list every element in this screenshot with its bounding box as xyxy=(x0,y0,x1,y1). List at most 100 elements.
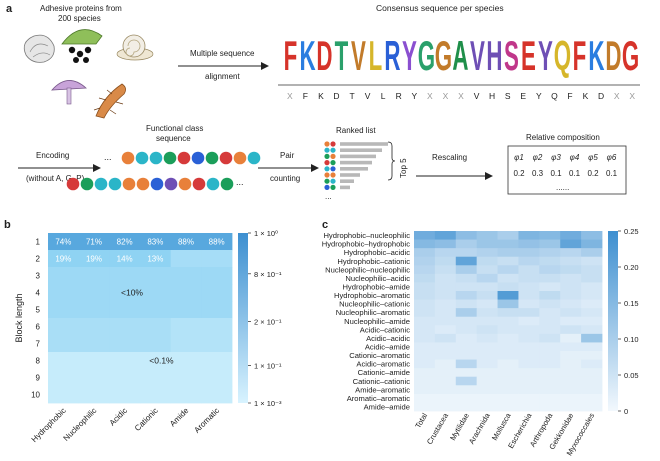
heatmap-cell xyxy=(434,248,457,258)
heatmap-cell xyxy=(140,369,172,387)
heatmap-cell xyxy=(476,342,498,352)
heatmap-cell xyxy=(497,368,519,378)
heatmap-cell xyxy=(581,291,603,300)
y-tick-label: 1 xyxy=(36,238,41,247)
heatmap-cell xyxy=(518,342,540,352)
heatmap-cell xyxy=(455,402,478,412)
heatmap-cell xyxy=(539,325,561,335)
heatmap-cell xyxy=(518,316,540,326)
heatmap-cell xyxy=(455,291,478,300)
heatmap-cell xyxy=(78,233,110,251)
heatmap-cell xyxy=(414,342,436,352)
colorbar-tick-label: 1 × 10⁰ xyxy=(254,229,278,238)
phi-label: φ4 xyxy=(570,153,580,162)
heatmap-cell xyxy=(455,265,478,275)
heatmap-cell xyxy=(109,233,141,251)
heatmap-cell xyxy=(476,368,498,378)
heatmap-cell xyxy=(560,342,582,352)
phi-value: 0.1 xyxy=(606,169,618,178)
heatmap-cell xyxy=(201,267,233,285)
heatmap-cell xyxy=(518,231,540,240)
heatmap-cell xyxy=(48,267,80,285)
sequence-ellipsis-row2: ... xyxy=(236,177,244,187)
cell-percent-label: 19% xyxy=(55,255,71,264)
heatmap-cell xyxy=(518,325,540,335)
heatmap-cell xyxy=(414,256,436,266)
phi-value: 0.1 xyxy=(569,169,581,178)
y-tick-label: 2 xyxy=(36,255,41,264)
heatmap-cell xyxy=(109,352,141,370)
heatmap-cell xyxy=(560,282,582,292)
consensus-residue: X xyxy=(629,91,635,101)
heatmap-cell xyxy=(476,291,498,300)
heatmap-cell xyxy=(476,248,498,258)
ranked-dot xyxy=(324,184,330,190)
logo-letter: D xyxy=(316,34,332,80)
heatmap-cell xyxy=(476,299,498,309)
ranked-dot xyxy=(330,153,336,159)
logo-letter: G xyxy=(418,34,435,80)
phi-value: 0.2 xyxy=(587,169,599,178)
y-tick-label: 9 xyxy=(36,374,41,383)
heatmap-cell xyxy=(497,239,519,249)
ranked-dot xyxy=(330,172,336,178)
heatmap-cell xyxy=(414,325,436,335)
heatmap-cell xyxy=(109,369,141,387)
heatmap-cell xyxy=(170,335,202,353)
heatmap-cell xyxy=(434,316,457,326)
pair-label-line1: Pair xyxy=(280,151,295,160)
heatmap-cell xyxy=(539,248,561,258)
logo-letter: F xyxy=(284,34,298,80)
heatmap-cell xyxy=(476,333,498,343)
heatmap-cell xyxy=(140,386,172,404)
heatmap-cell xyxy=(109,386,141,404)
heatmap-cell xyxy=(476,376,498,386)
class-dot xyxy=(150,177,164,191)
heatmap-cell xyxy=(140,318,172,336)
heatmap-cell xyxy=(48,318,80,336)
heatmap-cell xyxy=(581,265,603,275)
cell-percent-label: 82% xyxy=(117,238,133,247)
heatmap-cell xyxy=(434,359,457,369)
y-tick-label: Nucleophilic–amide xyxy=(344,317,410,326)
logo-letter: G xyxy=(622,34,639,80)
functional-class-row1 xyxy=(121,151,261,165)
logo-letter: V xyxy=(351,34,366,80)
y-tick-label: Nucleophilic–nucleophilic xyxy=(325,265,410,274)
heatmap-cell xyxy=(455,393,478,403)
heatmap-cell xyxy=(497,282,519,292)
class-dot xyxy=(205,151,219,165)
phi-label: φ3 xyxy=(551,153,561,162)
alignment-label-line1: Multiple sequence xyxy=(190,49,255,58)
ranked-dot xyxy=(330,160,336,166)
heatmap-cell xyxy=(560,359,582,369)
heatmap-cell xyxy=(109,250,141,268)
heatmap-cell xyxy=(560,299,582,309)
heatmap-cell xyxy=(170,369,202,387)
colorbar-tick-label: 1 × 10⁻³ xyxy=(254,399,282,408)
consensus-residue: D xyxy=(598,91,604,101)
ranked-bar xyxy=(340,142,388,146)
heatmap-cell xyxy=(518,376,540,386)
x-tick-label: Hydrophobic xyxy=(30,406,68,444)
y-tick-label: Amide–amide xyxy=(364,403,410,412)
heatmap-cell xyxy=(78,369,110,387)
heatmap-cell xyxy=(455,308,478,318)
heatmap-cell xyxy=(581,385,603,395)
x-tick-label: Total xyxy=(413,411,429,430)
ranked-bar xyxy=(340,179,354,183)
heatmap-cell xyxy=(434,402,457,412)
class-dot xyxy=(178,177,192,191)
class-dot xyxy=(149,151,163,165)
y-tick-label: Acidic–cationic xyxy=(360,325,410,334)
logo-letter: Y xyxy=(402,34,417,80)
heatmap-cell xyxy=(518,368,540,378)
class-dot xyxy=(122,177,136,191)
heatmap-cell xyxy=(539,256,561,266)
y-tick-label: Amide–aromatic xyxy=(355,385,410,394)
heatmap-cell xyxy=(201,284,233,302)
consensus-residue: X xyxy=(427,91,433,101)
heatmap-cell xyxy=(140,250,172,268)
heatmap-cell xyxy=(414,351,436,360)
